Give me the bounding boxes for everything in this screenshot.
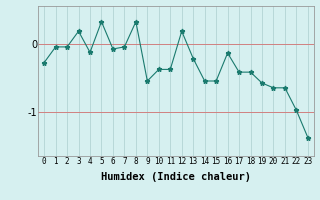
X-axis label: Humidex (Indice chaleur): Humidex (Indice chaleur) (101, 172, 251, 182)
